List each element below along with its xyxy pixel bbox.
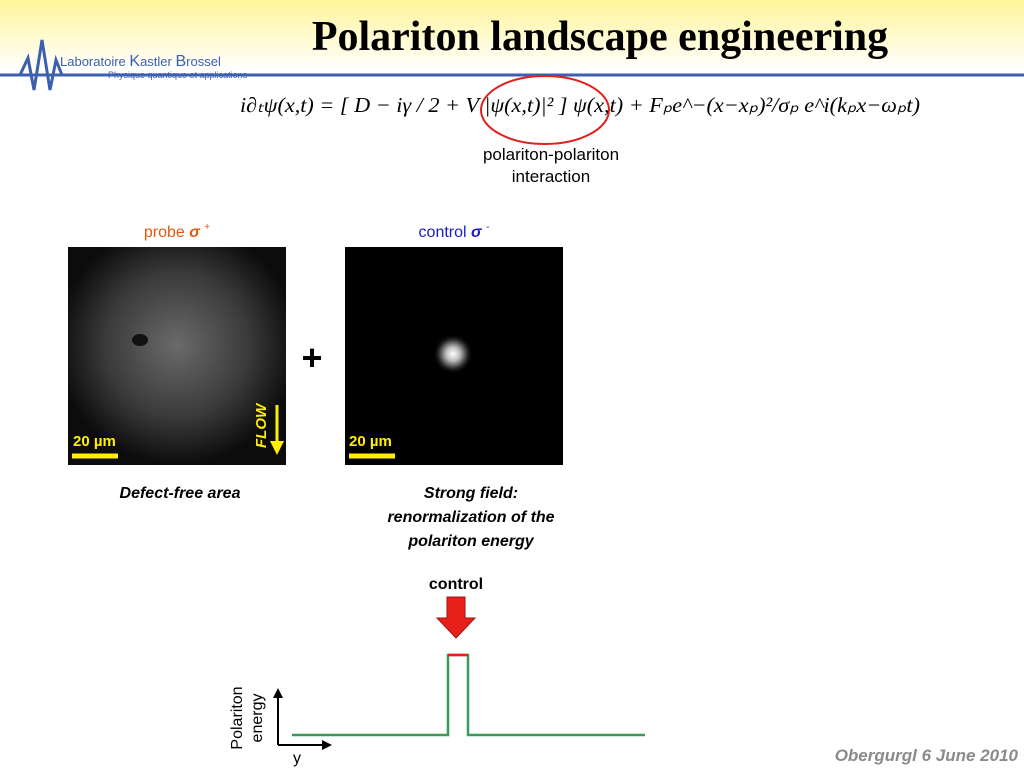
footer: Obergurgl 6 June 2010 (835, 746, 1019, 765)
caption: renormalization of the (387, 509, 554, 526)
plus-sign: + (301, 337, 322, 378)
arrow-label: control (429, 576, 483, 593)
equation: i∂ₜψ(x,t) = [ D − iγ / 2 + V |ψ(x,t)|² ]… (240, 93, 920, 117)
logo-wave (5, 39, 64, 91)
flow-arrowhead (270, 441, 284, 455)
caption: Strong field: (424, 485, 518, 502)
energy-profile (292, 653, 645, 737)
axis-label: energy (249, 694, 266, 743)
control-arrow (435, 596, 477, 639)
probe-image (68, 247, 286, 465)
header-bg (0, 0, 1024, 70)
logo-word: rossel (186, 54, 221, 69)
axis-label: Polariton (229, 686, 246, 749)
label-text: control (419, 224, 467, 241)
axis-label: y (293, 750, 301, 767)
label-symbol: σ (189, 224, 201, 241)
logo-initial: B (176, 53, 187, 70)
slide-title: Polariton landscape engineering (312, 14, 888, 60)
logo-name: Laboratoire Kastler Brossel (60, 53, 221, 70)
control-spot (433, 334, 473, 374)
scale-label: 20 µm (73, 433, 116, 450)
panel-label: control σ - (419, 222, 490, 241)
logo-word: astler (140, 54, 172, 69)
flow-label: FLOW (253, 402, 270, 448)
annotation-line: interaction (512, 167, 590, 186)
panel-label: probe σ + (144, 222, 210, 241)
logo-word: Laboratoire (60, 54, 126, 69)
probe-defect (132, 334, 148, 346)
axis-arrowhead (322, 740, 332, 750)
logo-initial: K (129, 53, 140, 70)
annotation-line: polariton-polariton (483, 145, 619, 164)
label-text: probe (144, 224, 185, 241)
label-sign: + (204, 222, 210, 233)
logo-tagline: Physique quantique et applications (108, 70, 248, 80)
caption: Defect-free area (120, 485, 241, 502)
label-sign: - (486, 222, 489, 233)
axis-arrowhead (273, 688, 283, 698)
caption: polariton energy (407, 533, 534, 550)
highlight-circle (480, 75, 610, 145)
label-symbol: σ (471, 224, 483, 241)
scale-label: 20 µm (349, 433, 392, 450)
